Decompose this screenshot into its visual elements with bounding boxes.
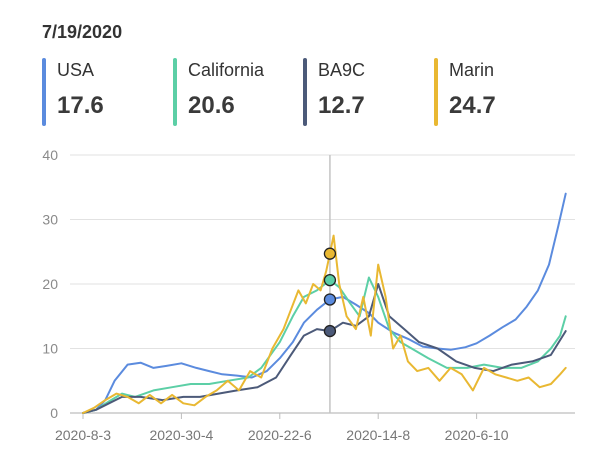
series-line-marin (82, 234, 567, 414)
legend-color-bar (303, 58, 307, 126)
y-tick-label: 0 (50, 405, 58, 421)
x-tick-label: 2020-6-10 (445, 427, 509, 443)
legend-color-bar (173, 58, 177, 126)
legend-item-ba9c[interactable]: BA9C 12.7 (303, 58, 423, 126)
legend-value: 24.7 (449, 92, 496, 119)
legend-name: Marin (449, 60, 495, 80)
cursor-marker-usa (323, 293, 337, 306)
legend-item-usa[interactable]: USA 17.6 (42, 58, 162, 126)
legend-item-marin[interactable]: Marin 24.7 (434, 58, 554, 126)
x-tick-label: 2020-22-6 (248, 427, 312, 443)
legend-color-bar (42, 58, 46, 126)
legend-name: USA (57, 60, 95, 80)
series-line-usa (82, 192, 567, 414)
y-tick-label: 30 (42, 212, 58, 228)
legend-value: 12.7 (318, 92, 365, 119)
cursor-marker-ba9c (323, 324, 337, 338)
legend-color-bar (434, 58, 438, 126)
y-tick-label: 10 (42, 341, 58, 357)
legend-name: California (188, 60, 265, 80)
x-tick-label: 2020-14-8 (346, 427, 410, 443)
cursor-marker-california (323, 273, 337, 287)
x-tick-label: 2020-8-3 (55, 427, 111, 443)
legend-item-california[interactable]: California 20.6 (173, 58, 293, 126)
cursor-marker-marin (323, 247, 337, 260)
legend-name: BA9C (318, 60, 366, 80)
y-tick-label: 20 (42, 276, 58, 292)
legend-value: 20.6 (188, 92, 235, 119)
y-tick-label: 40 (42, 147, 58, 163)
legend-value: 17.6 (57, 92, 104, 119)
x-tick-label: 2020-30-4 (149, 427, 213, 443)
date-label: 7/19/2020 (42, 22, 123, 42)
